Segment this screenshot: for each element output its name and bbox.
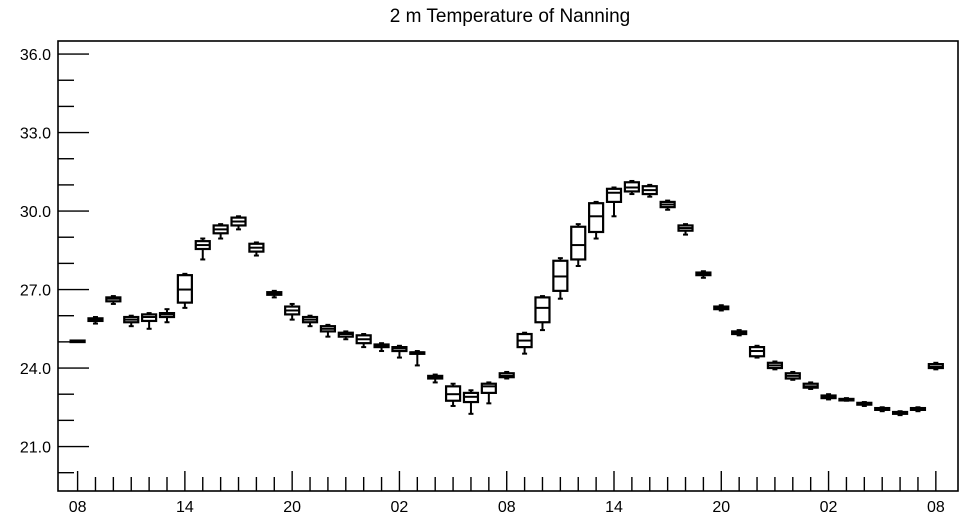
box-item [123,314,140,328]
box-item [141,312,158,330]
box-item [391,344,408,359]
box-item [373,342,390,353]
box-item [498,370,515,380]
box-item [588,200,605,240]
plot-border [57,40,959,492]
box-item [87,316,104,325]
y-tick-label: 27.0 [20,283,51,300]
box-item [301,314,319,328]
x-tick-label: 14 [605,499,623,516]
box-item [355,333,372,349]
box-item [534,295,551,332]
y-tick-label: 21.0 [20,440,51,457]
box-item [552,257,569,300]
box-item [891,410,909,417]
box-item [927,361,944,371]
box-item [212,223,229,240]
box-item [838,397,855,402]
x-axis: 08 14 20 02 08 14 20 02 08 [69,471,945,516]
plot-frame [57,40,959,492]
y-tick-label: 33.0 [20,126,51,143]
box-item [409,350,426,367]
box-item [570,223,587,267]
y-tick-label: 36.0 [20,47,51,64]
box-item [516,331,533,355]
box-item [677,223,694,236]
box-item [462,389,480,415]
box-item [802,381,819,390]
x-tick-label: 02 [391,499,409,516]
box-item [480,381,497,405]
box-series [69,179,944,417]
box-item [695,270,712,279]
box-item [319,323,337,338]
box-iqr [480,382,497,394]
x-tick-label: 08 [498,499,516,516]
box-iqr [570,225,587,261]
box-item [659,199,676,211]
box-item [230,215,247,231]
box-item [731,329,748,337]
box-item [158,308,176,324]
box-item [874,406,891,413]
box-item [909,406,927,413]
y-axis: 21.0 24.0 27.0 30.0 33.0 36.0 [20,47,89,474]
box-item [623,179,640,196]
y-tick-label: 30.0 [20,204,51,221]
x-tick-label: 08 [69,499,87,516]
y-tick-label: 24.0 [20,361,51,378]
box-item [713,304,730,312]
box-item [284,302,301,321]
box-item [194,237,211,261]
box-item [176,272,193,309]
box-item [605,186,623,218]
x-tick-label: 08 [927,499,945,516]
box-item [784,370,801,381]
box-item [748,344,766,359]
x-tick-label: 20 [283,499,301,516]
box-item [444,382,462,407]
box-item [248,241,265,257]
box-iqr [534,296,551,324]
box-item [337,330,354,341]
box-iqr [588,202,605,234]
x-tick-label: 02 [820,499,838,516]
chart-title: 2 m Temperature of Nanning [390,6,630,27]
box-item [69,339,86,344]
box-item [641,183,658,198]
x-tick-label: 14 [176,499,194,516]
box-iqr [605,187,623,204]
box-item [820,393,837,401]
x-tick-label: 20 [712,499,730,516]
box-item [427,373,444,384]
box-item [766,360,784,371]
box-item [105,295,122,305]
box-item [856,401,873,407]
box-item [266,289,283,299]
